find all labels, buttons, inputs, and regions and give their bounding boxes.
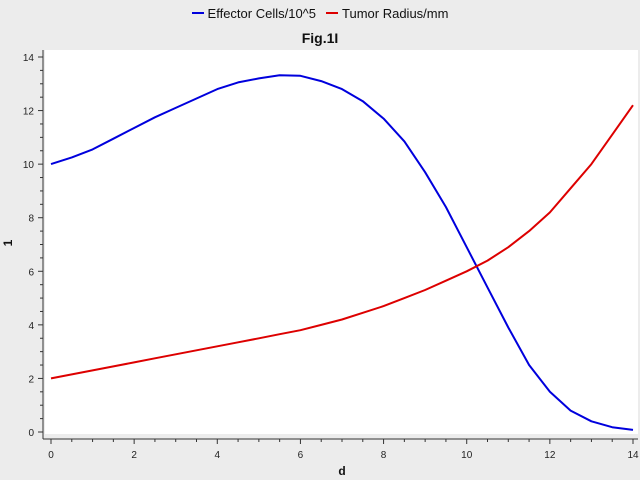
- x-axis-label: d: [338, 464, 346, 478]
- x-tick-label: 0: [48, 450, 54, 461]
- legend-swatch-tumor: [326, 12, 339, 14]
- series-line-tumor-radius[interactable]: [50, 104, 634, 380]
- legend-item-tumor[interactable]: Tumor Radius/mm: [326, 6, 448, 21]
- x-tick-label: 8: [381, 450, 387, 461]
- legend-item-effector[interactable]: Effector Cells/10^5: [191, 5, 317, 21]
- axes: 0 2 4 6 8 10 12 14 0 2 4 6 8 10 12 14: [23, 50, 639, 461]
- chart-title: Fig.1I: [301, 30, 339, 46]
- y-tick-label: 8: [28, 214, 34, 225]
- x-tick-label: 6: [298, 450, 304, 461]
- legend: Effector Cells/10^5 Tumor Radius/mm: [0, 4, 640, 22]
- y-tick-label: 4: [28, 321, 34, 332]
- x-tick-label: 14: [627, 450, 639, 461]
- legend-label-tumor: Tumor Radius/mm: [342, 5, 449, 21]
- legend-label-effector: Effector Cells/10^5: [207, 5, 317, 21]
- x-tick-label: 12: [544, 450, 556, 461]
- plot-area: [45, 50, 638, 434]
- y-tick-label: 0: [28, 428, 34, 439]
- x-tick-label: 2: [131, 450, 137, 461]
- y-tick-label: 6: [28, 267, 34, 278]
- x-tick-label: 10: [461, 450, 473, 461]
- x-tick-label: 4: [215, 450, 221, 461]
- legend-swatch-effector: [191, 12, 204, 14]
- y-tick-label: 12: [23, 107, 35, 118]
- series-layer: [50, 74, 634, 431]
- y-axis-label: 1: [1, 239, 15, 247]
- series-line-effector-cells[interactable]: [50, 74, 634, 431]
- y-tick-label: 10: [23, 160, 35, 171]
- y-tick-label: 14: [23, 53, 35, 64]
- y-tick-label: 2: [28, 374, 34, 385]
